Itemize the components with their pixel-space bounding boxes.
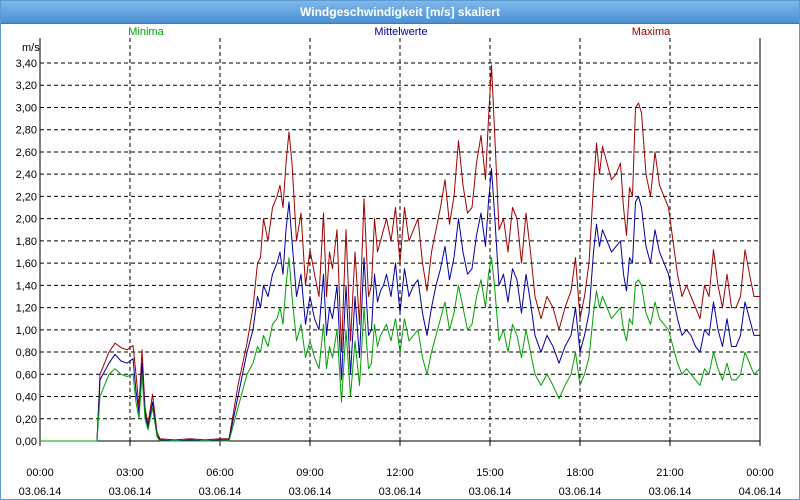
x-tick-date: 03.06.14	[649, 486, 692, 498]
x-tick-date: 03.06.14	[289, 486, 332, 498]
y-tick-label: 0,20	[16, 414, 37, 426]
x-tick-date: 03.06.14	[199, 486, 242, 498]
x-tick-time: 03:00	[116, 467, 144, 479]
x-tick-date: 03.06.14	[379, 486, 422, 498]
y-tick-label: 2,00	[16, 214, 37, 226]
y-tick-label: 2,20	[16, 191, 37, 203]
x-tick-date: 03.06.14	[559, 486, 602, 498]
x-tick-date: 04.06.14	[739, 486, 782, 498]
y-tick-label: 1,00	[16, 325, 37, 337]
y-tick-label: 1,60	[16, 258, 37, 270]
x-tick-time: 09:00	[296, 467, 324, 479]
y-tick-label: 2,40	[16, 169, 37, 181]
x-tick-date: 03.06.14	[109, 486, 152, 498]
legend-minima: Minima	[128, 26, 164, 38]
x-tick-time: 12:00	[386, 467, 414, 479]
x-tick-time: 00:00	[746, 467, 774, 479]
series-line-minima	[40, 257, 761, 442]
series-line-mittelwerte	[40, 168, 760, 442]
y-tick-label: 0,40	[16, 392, 37, 404]
y-tick-label: 3,20	[16, 80, 37, 92]
y-tick-label: 0,80	[16, 347, 37, 359]
y-tick-label: 3,40	[16, 58, 37, 70]
window-title: Windgeschwindigkeit [m/s] skaliert	[1, 1, 799, 24]
legend: Maxima Mittelwerte Minima	[128, 26, 671, 38]
x-tick-date: 03.06.14	[19, 486, 62, 498]
y-tick-label: 3,00	[16, 102, 37, 114]
y-tick-label: 2,60	[16, 147, 37, 159]
x-tick-time: 00:00	[26, 467, 54, 479]
x-tick-time: 18:00	[566, 467, 594, 479]
legend-mittelwerte: Mittelwerte	[374, 26, 427, 38]
y-tick-label: 0,60	[16, 369, 37, 381]
grid	[40, 38, 760, 441]
x-tick-time: 15:00	[476, 467, 504, 479]
x-tick-labels: 00:00 03.06.14 03:00 03.06.14 06:00 03.06.14 0…	[19, 467, 782, 498]
y-tick-labels: 0,00 0,20 0,40 0,60 0,80 1,00 1,20 1,40 1,60 1,80…	[16, 58, 37, 448]
x-tick-time: 06:00	[206, 467, 234, 479]
plot-area	[40, 38, 760, 441]
y-axis-label: m/s	[22, 42, 40, 54]
x-tick-time: 21:00	[656, 467, 684, 479]
y-tick-label: 2,80	[16, 125, 37, 137]
y-tick-label: 0,00	[16, 436, 37, 448]
y-tick-label: 1,20	[16, 303, 37, 315]
legend-maxima: Maxima	[632, 26, 671, 38]
series-group	[40, 64, 761, 442]
y-tick-label: 1,80	[16, 236, 37, 248]
series-line-maxima	[40, 64, 760, 442]
y-tick-label: 1,40	[16, 280, 37, 292]
x-tick-date: 03.06.14	[469, 486, 512, 498]
